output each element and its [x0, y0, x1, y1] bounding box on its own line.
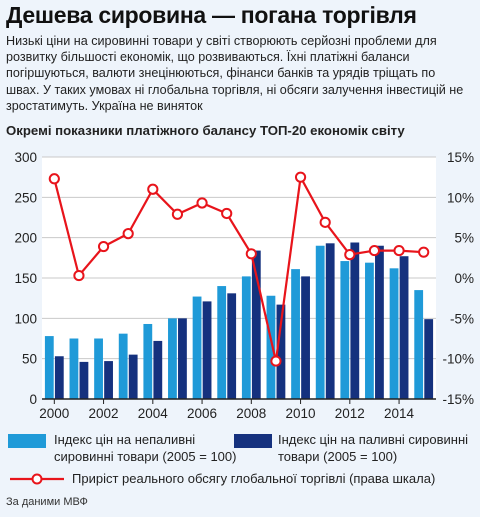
x-tick-label: 2014	[384, 406, 415, 420]
chart-title: Окремі показники платіжного балансу ТОП-…	[6, 123, 405, 138]
x-tick-label: 2006	[187, 406, 217, 420]
y-left-tick-label: 200	[14, 231, 37, 246]
trade-growth-point	[418, 246, 430, 258]
trade-growth-point	[344, 249, 356, 261]
trade-growth-point	[73, 269, 85, 282]
y-right-tick-label: 5%	[454, 231, 474, 246]
bar-fuel	[79, 361, 89, 399]
bar-nonfuel	[365, 262, 374, 399]
legend-swatch-trade	[10, 473, 64, 485]
y-right-tick-label: -15%	[442, 392, 474, 407]
lede-paragraph: Низькі ціни на сировинні товари у світі …	[6, 34, 464, 113]
x-tick-label: 2002	[89, 406, 119, 420]
legend-label-trade: Приріст реального обсягу глобальної торг…	[72, 471, 436, 486]
bar-nonfuel	[389, 268, 399, 399]
y-left-tick-label: 250	[14, 190, 37, 205]
trade-growth-point	[393, 244, 405, 257]
trade-growth-line	[53, 173, 424, 362]
bar-fuel	[251, 250, 261, 399]
y-right-tick-label: 0%	[454, 271, 474, 286]
trade-growth-point	[294, 171, 307, 183]
bar-nonfuel	[94, 338, 103, 399]
bar-fuel	[276, 304, 286, 399]
bar-nonfuel	[168, 318, 177, 399]
y-right-tick-label: 15%	[447, 150, 474, 165]
chart: 0 50 100 150 200 250 300 -15% -10% -5% 0% 5% 10% 15% 2…	[14, 150, 474, 420]
trade-growth-point	[368, 244, 381, 257]
trade-growth-point	[171, 208, 184, 220]
bar-nonfuel	[340, 261, 350, 399]
bar-nonfuel	[44, 336, 54, 399]
bar-fuel	[399, 256, 409, 399]
bar-fuel	[128, 354, 138, 399]
legend-label-nonfuel: Індекс цін на непаливні сировинні товари…	[54, 432, 237, 464]
bar-nonfuel	[315, 245, 325, 399]
y-right-tick-label: 10%	[447, 190, 474, 205]
bar-fuel	[104, 361, 113, 399]
trade-growth-point	[245, 248, 257, 260]
bar-fuel	[375, 245, 384, 399]
trade-growth-point	[270, 355, 282, 367]
bar-fuel	[301, 276, 310, 399]
y-left-tick-label: 300	[14, 150, 37, 165]
y-right-tick-label: -10%	[442, 352, 474, 367]
y-left-tick-label: 150	[14, 271, 37, 286]
bar-fuel	[178, 318, 187, 399]
bar-nonfuel	[241, 276, 251, 399]
bar-fuel	[54, 356, 64, 399]
bar-fuel	[202, 301, 212, 399]
trade-growth-point	[97, 240, 110, 253]
source-note: За даними МВФ	[6, 496, 88, 508]
bar-nonfuel	[217, 286, 227, 399]
bar-fuel	[325, 243, 335, 399]
trade-growth-point	[122, 228, 134, 240]
bar-fuel	[424, 319, 434, 399]
bar-fuel	[350, 242, 360, 399]
trade-growth-point	[221, 207, 233, 220]
y-left-tick-label: 100	[14, 311, 37, 326]
y-right-tick-label: -5%	[450, 311, 474, 326]
y-left-tick-label: 50	[22, 352, 37, 367]
trade-growth-point	[147, 183, 159, 195]
x-tick-label: 2004	[138, 406, 169, 420]
bar-fuel	[153, 340, 163, 399]
legend-swatch-fuel	[234, 434, 272, 448]
x-tick-label: 2012	[335, 406, 365, 420]
bar-nonfuel	[143, 323, 153, 399]
bar-nonfuel	[69, 338, 79, 399]
x-tick-label: 2000	[39, 406, 69, 420]
trade-growth-point	[196, 197, 208, 209]
bar-nonfuel	[414, 290, 424, 399]
trade-growth-point	[319, 216, 331, 228]
bar-nonfuel	[291, 269, 300, 399]
legend-label-fuel: Індекс цін на паливні сировинні товари (…	[278, 432, 469, 464]
bar-nonfuel	[192, 296, 202, 399]
trade-growth-point	[48, 173, 60, 185]
x-tick-label: 2008	[236, 406, 266, 420]
headline: Дешева сировина — погана торгівля	[6, 2, 417, 28]
bar-nonfuel	[266, 295, 276, 399]
bar-nonfuel	[118, 333, 128, 399]
bar-fuel	[227, 293, 237, 399]
x-tick-label: 2010	[286, 406, 316, 420]
legend-swatch-nonfuel	[8, 434, 46, 448]
y-left-tick-label: 0	[29, 392, 37, 407]
